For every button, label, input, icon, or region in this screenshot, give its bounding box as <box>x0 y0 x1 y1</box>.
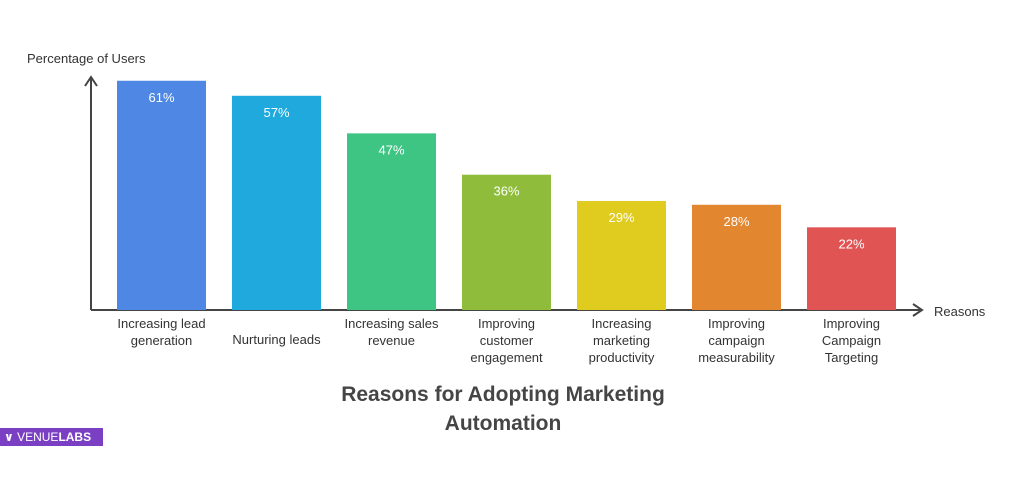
value-label: 61% <box>148 90 174 105</box>
bar <box>807 227 896 310</box>
x-tick-label: Increasing marketing productivity <box>588 316 655 365</box>
bar <box>232 95 321 311</box>
bar <box>117 80 206 311</box>
x-tick-label: Nurturing leads <box>232 332 321 347</box>
x-tick-label: Improving customer engagement <box>470 316 543 365</box>
x-tick-label: Increasing lead generation <box>117 316 206 348</box>
x-axis-label: Reasons <box>934 304 986 319</box>
logo: ∨ VENUELABS <box>0 428 103 446</box>
chart-title: Reasons for Adopting Marketing Automatio… <box>341 383 665 435</box>
bar <box>577 201 666 310</box>
value-label: 28% <box>723 214 749 229</box>
bar <box>347 133 436 310</box>
x-tick-label: Improving Campaign Targeting <box>821 316 882 365</box>
value-label: 47% <box>378 142 404 157</box>
x-tick-label: Increasing sales revenue <box>344 316 439 348</box>
value-label: 57% <box>263 105 289 120</box>
logo-part: LABS <box>58 430 92 444</box>
value-label: 22% <box>838 236 864 251</box>
bar <box>462 174 551 310</box>
y-axis <box>84 75 98 310</box>
value-label: 36% <box>493 184 519 199</box>
y-axis-label: Percentage of Users <box>27 51 146 66</box>
value-label: 29% <box>608 210 634 225</box>
logo-part: VENUE <box>17 430 59 444</box>
bar <box>692 204 781 310</box>
x-tick-label: Improving campaign measurability <box>698 316 775 365</box>
